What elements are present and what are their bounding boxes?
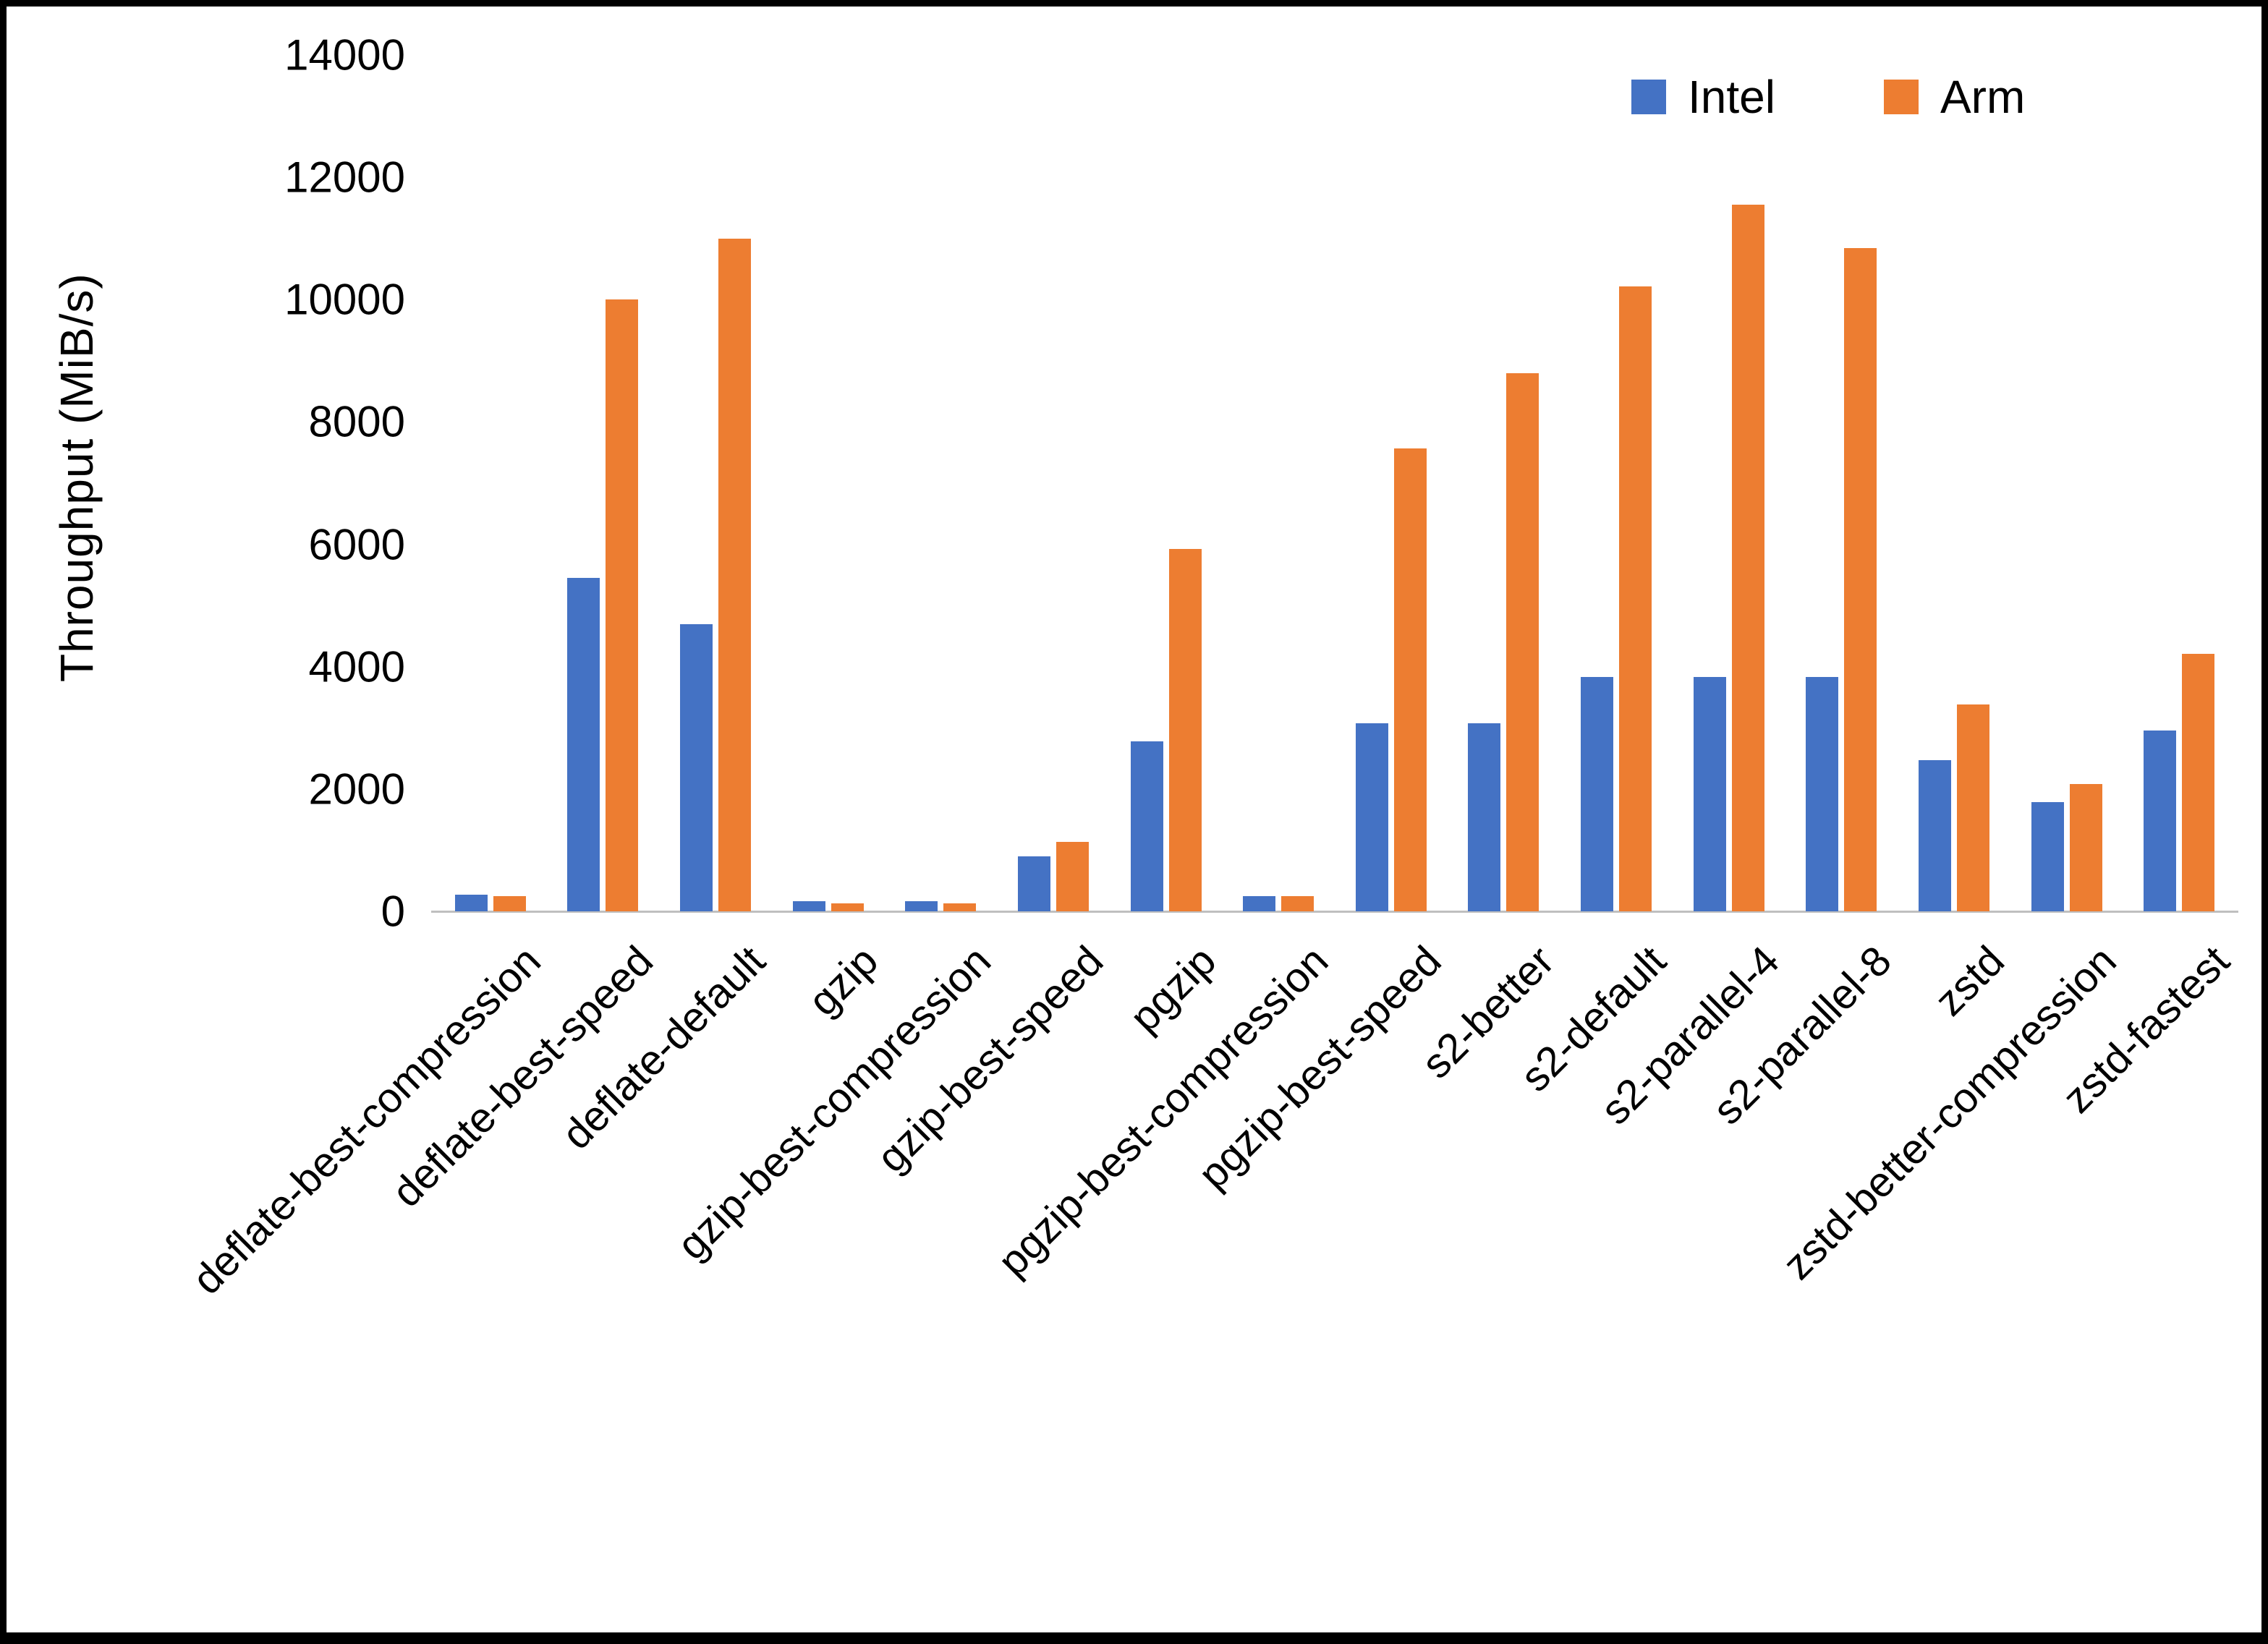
x-category-label-deflate-default: deflate-default [553, 937, 775, 1159]
bar-arm-s2-default [1619, 286, 1652, 911]
x-axis-line [431, 911, 2238, 913]
y-axis-title: Throughput (MiB/s) [51, 273, 103, 682]
bar-arm-pgzip-best-compression [1281, 895, 1314, 911]
bar-intel-deflate-default [680, 623, 713, 911]
bar-arm-deflate-default [718, 238, 752, 911]
legend-item-intel: Intel [1631, 74, 1775, 120]
bar-arm-s2-parallel-4 [1731, 205, 1764, 911]
bar-arm-deflate-best-compression [493, 895, 526, 911]
bar-intel-gzip-best-compression [905, 901, 938, 911]
x-category-label-pgzip: pgzip [1121, 937, 1226, 1042]
y-tick-label-8000: 8000 [308, 397, 405, 446]
bar-arm-gzip-best-compression [943, 903, 977, 911]
legend-item-arm: Arm [1883, 71, 2026, 123]
y-tick-label-2000: 2000 [308, 764, 405, 814]
bar-intel-pgzip-best-speed [1355, 723, 1388, 911]
bar-intel-pgzip-best-compression [1243, 895, 1276, 911]
bar-arm-zstd-better-compression [2069, 784, 2102, 911]
bar-intel-s2-default [1581, 677, 1614, 911]
y-tick-label-0: 0 [381, 887, 405, 936]
intel-swatch-icon [1631, 80, 1666, 114]
x-category-label-gzip: gzip [799, 937, 888, 1025]
bar-intel-s2-parallel-8 [1806, 677, 1839, 911]
bar-intel-zstd [1918, 760, 1951, 911]
bar-arm-pgzip-best-speed [1393, 448, 1427, 911]
bar-intel-gzip-best-speed [1017, 856, 1050, 911]
y-tick-label-10000: 10000 [284, 275, 405, 324]
y-tick-label-12000: 12000 [284, 153, 405, 202]
bar-intel-s2-parallel-4 [1693, 677, 1726, 911]
bar-intel-s2-better [1468, 723, 1501, 911]
bar-intel-deflate-best-compression [454, 895, 488, 911]
bar-intel-pgzip [1130, 741, 1163, 911]
bar-arm-s2-parallel-8 [1844, 248, 1877, 911]
bar-intel-deflate-best-speed [567, 578, 600, 911]
arm-swatch-icon [1883, 80, 1919, 114]
bar-arm-s2-better [1506, 372, 1539, 911]
bar-arm-zstd-fastest [2182, 653, 2215, 911]
bar-intel-zstd-fastest [2144, 730, 2177, 911]
bar-intel-gzip [792, 901, 825, 911]
y-tick-label-14000: 14000 [284, 30, 405, 80]
y-tick-label-4000: 4000 [308, 642, 405, 691]
legend-label-arm: Arm [1940, 71, 2026, 123]
y-tick-label-6000: 6000 [308, 520, 405, 569]
bar-intel-zstd-better-compression [2031, 802, 2064, 911]
bar-arm-gzip-best-speed [1056, 842, 1089, 911]
legend-label-intel: Intel [1688, 71, 1775, 123]
bar-arm-deflate-best-speed [606, 299, 639, 911]
legend: Intel Arm [1631, 74, 2025, 120]
bar-arm-gzip [831, 903, 864, 911]
x-category-label-zstd: zstd [1925, 937, 2013, 1025]
bar-arm-pgzip [1168, 549, 1202, 911]
bar-arm-zstd [1956, 704, 1989, 911]
